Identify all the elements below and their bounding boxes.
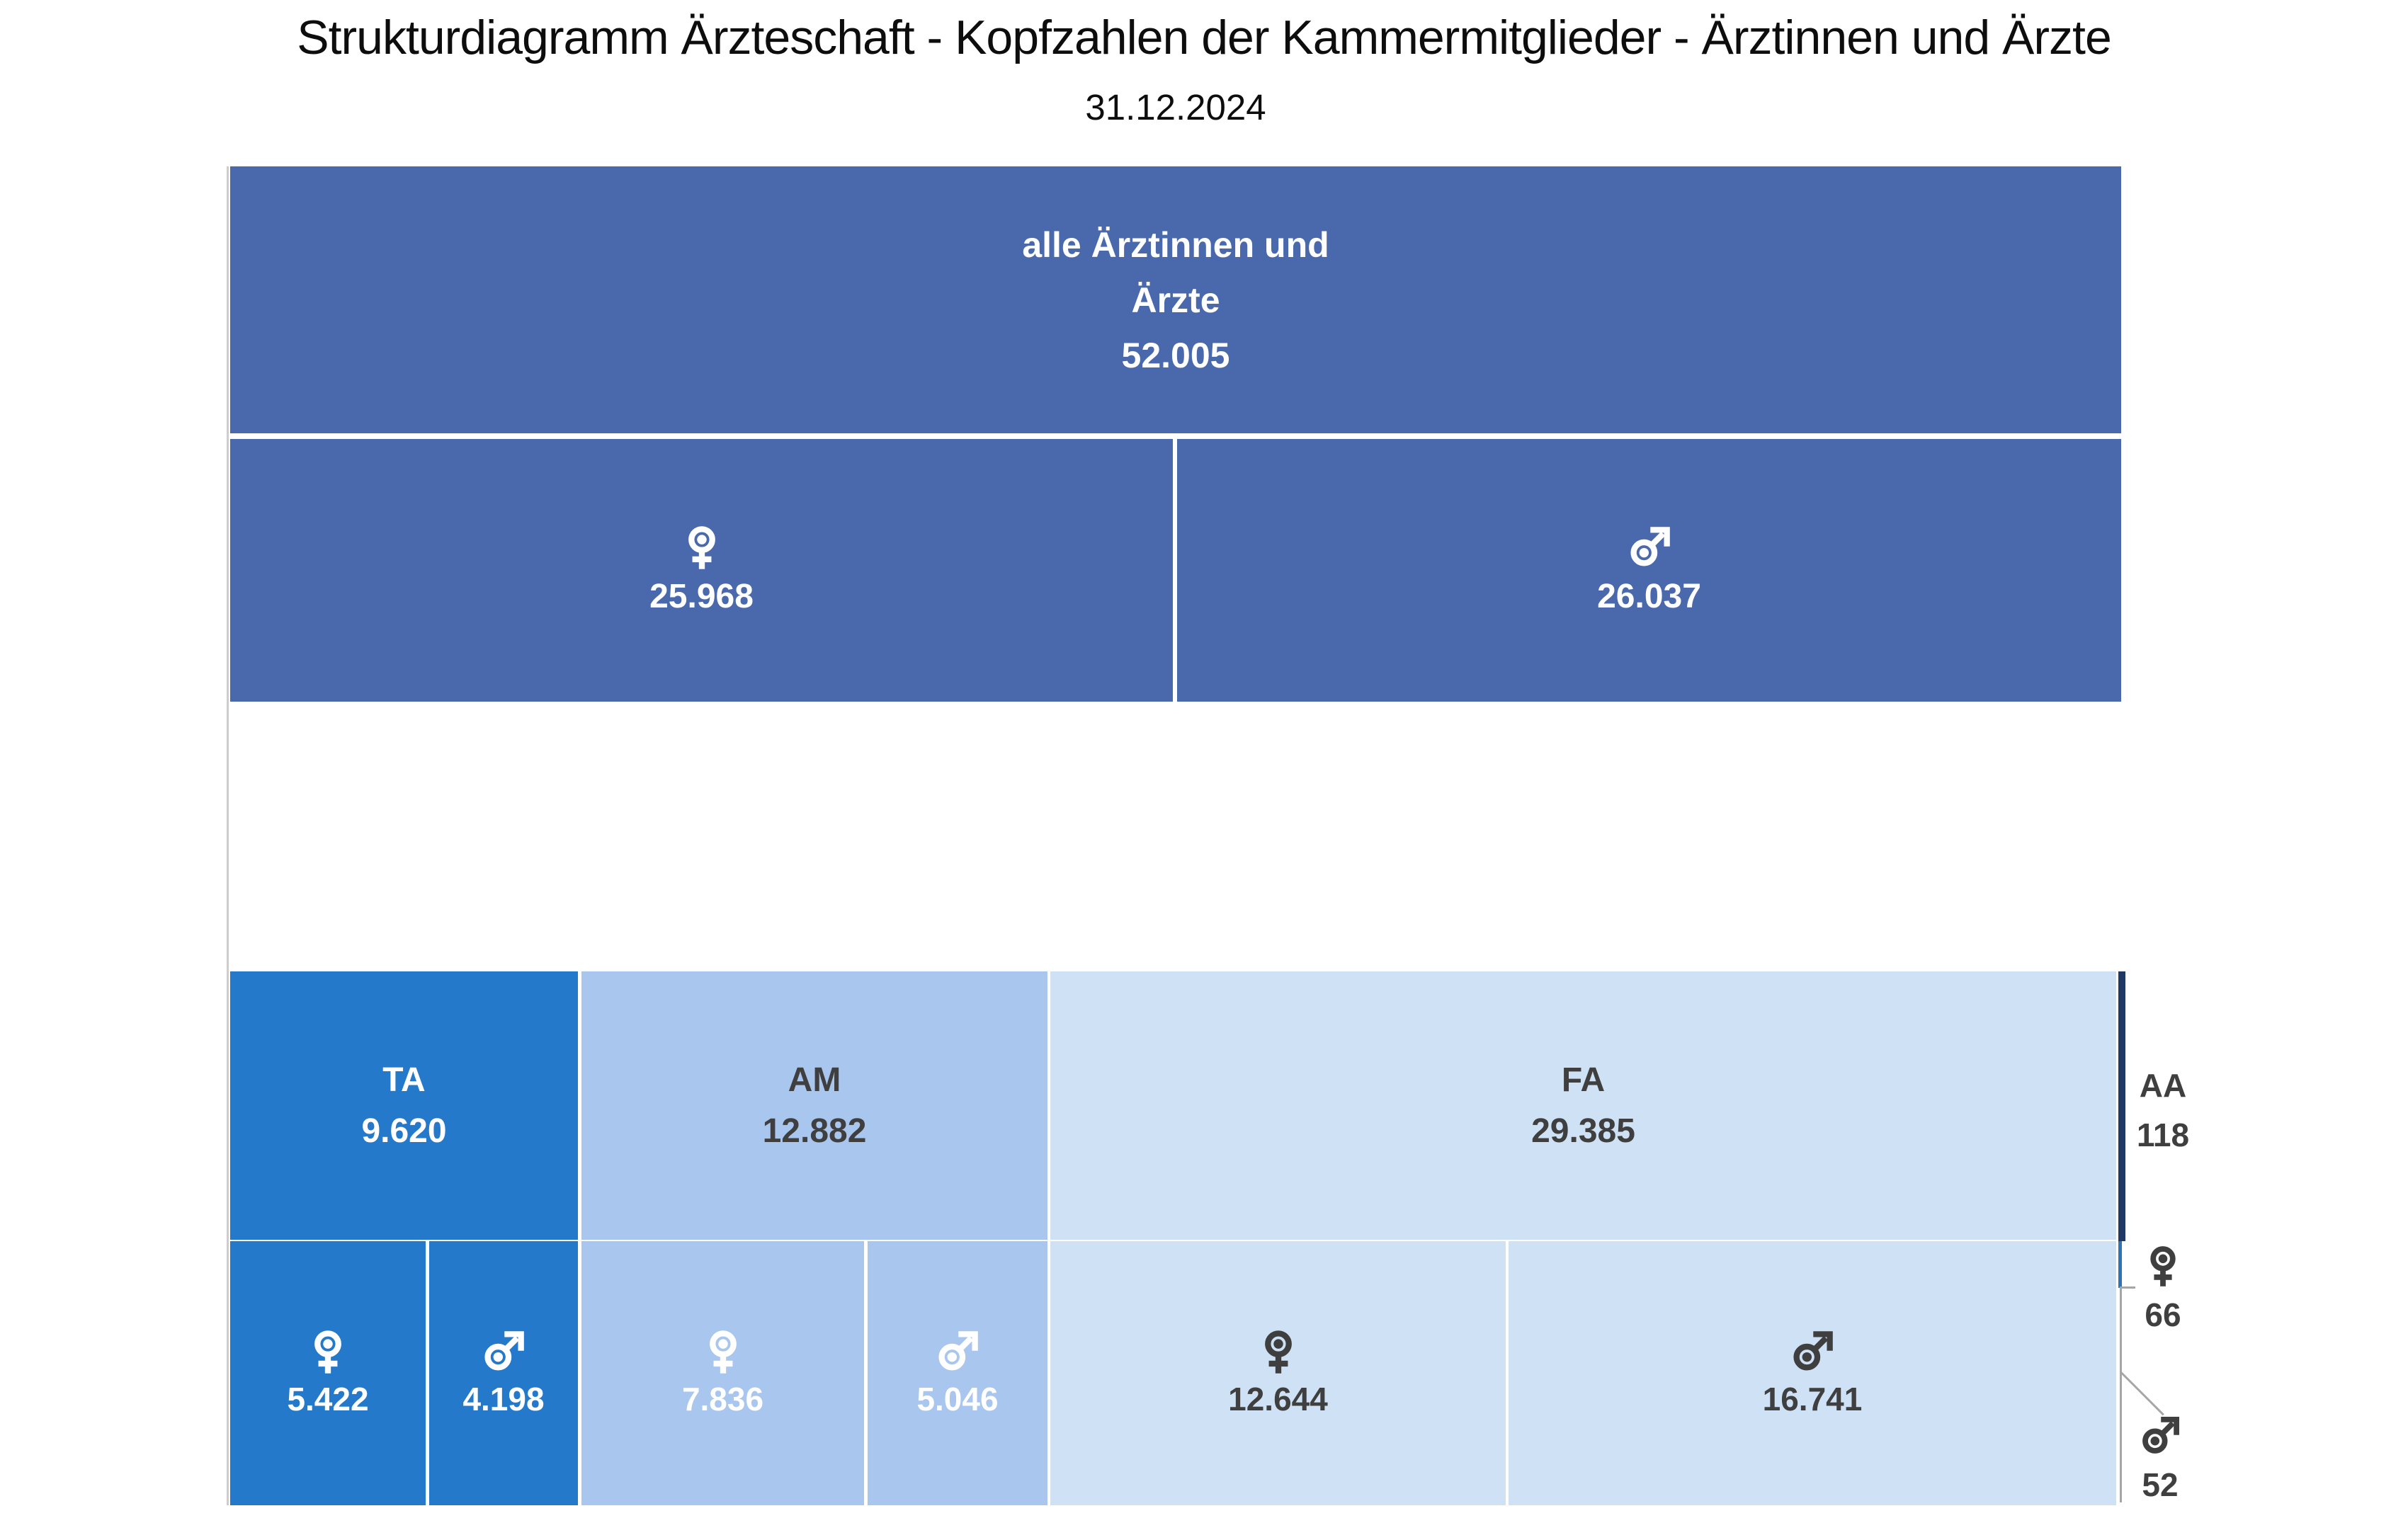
block-ta-male: 4.198 (429, 1241, 578, 1505)
group-am-code: AM (788, 1061, 841, 1099)
block-group-ta: TA 9.620 (230, 971, 578, 1240)
female-gender-icon (709, 1330, 737, 1374)
group-aa-code: AA (2139, 1067, 2187, 1104)
block-aa-female-bar (2118, 1241, 2122, 1288)
block-group-am: AM 12.882 (581, 971, 1047, 1240)
block-am-female: 7.836 (581, 1241, 864, 1505)
female-gender-icon (1264, 1330, 1292, 1374)
total-label-line2: Ärzte (1131, 280, 1220, 320)
page-title: Strukturdiagramm Ärzteschaft - Kopfzahle… (297, 11, 2112, 64)
am-male-value: 5.046 (916, 1380, 999, 1417)
female-gender-icon (688, 526, 715, 569)
group-aa-label: AA 118 (2122, 1061, 2204, 1160)
group-fa-value: 29.385 (1531, 1112, 1635, 1150)
page-subtitle: 31.12.2024 (1085, 87, 1266, 127)
total-female-value: 25.968 (649, 578, 754, 615)
block-total: alle Ärztinnen und Ärzte 52.005 (230, 166, 2121, 433)
block-fa-female: 12.644 (1050, 1241, 1506, 1505)
block-total-female: 25.968 (230, 439, 1173, 702)
block-fa-male: 16.741 (1509, 1241, 2116, 1505)
male-gender-icon (1630, 527, 1670, 566)
am-female-value: 7.836 (681, 1380, 764, 1417)
callout-aa-female: 66 (2122, 1245, 2204, 1334)
group-fa-code: FA (1561, 1061, 1606, 1099)
ta-female-value: 5.422 (287, 1380, 369, 1417)
block-total-male: 26.037 (1177, 439, 2121, 702)
total-value: 52.005 (1121, 335, 1230, 375)
total-label-line1: alle Ärztinnen und (1022, 224, 1329, 265)
group-am-value: 12.882 (762, 1112, 867, 1150)
axis-line (227, 166, 229, 1505)
group-ta-value: 9.620 (361, 1112, 447, 1150)
female-gender-icon (2150, 1246, 2176, 1286)
ta-male-value: 4.198 (462, 1380, 545, 1417)
aa-male-value: 52 (2142, 1466, 2179, 1503)
female-gender-icon (314, 1330, 341, 1374)
block-group-fa: FA 29.385 (1050, 971, 2116, 1240)
aa-leader-line-male (2119, 1371, 2164, 1416)
block-group-aa-bar (2118, 971, 2125, 1241)
block-ta-female: 5.422 (230, 1241, 426, 1505)
aa-female-value: 66 (2145, 1296, 2181, 1333)
aa-leader-line-vertical (2120, 1288, 2122, 1502)
male-gender-icon (938, 1330, 978, 1371)
aa-leader-line-female (2120, 1286, 2135, 1289)
male-gender-icon (2142, 1417, 2179, 1454)
male-gender-icon (484, 1330, 524, 1371)
fa-male-value: 16.741 (1762, 1380, 1863, 1417)
group-aa-value: 118 (2136, 1117, 2190, 1153)
total-male-value: 26.037 (1597, 578, 1701, 615)
block-am-male: 5.046 (868, 1241, 1047, 1505)
callout-aa-male: 52 (2119, 1415, 2201, 1504)
group-ta-code: TA (382, 1061, 426, 1099)
male-gender-icon (1793, 1330, 1833, 1371)
fa-female-value: 12.644 (1228, 1380, 1328, 1417)
